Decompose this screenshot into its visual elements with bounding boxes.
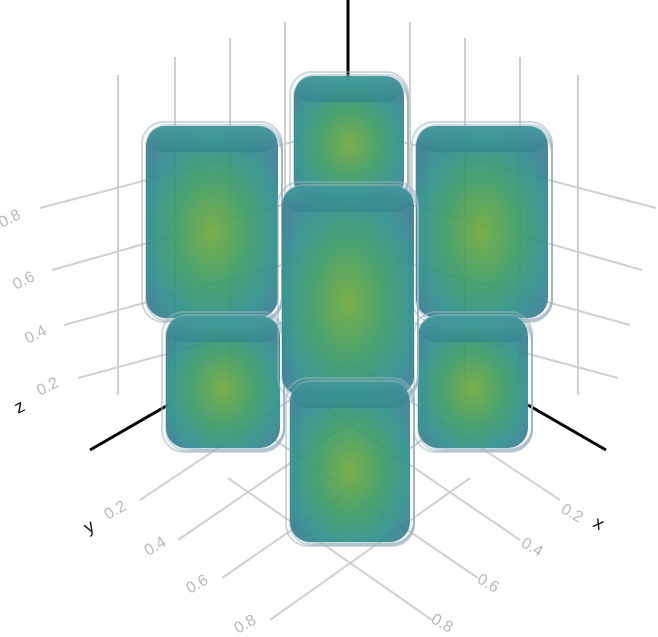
x-tick-label: 0.8 xyxy=(428,611,456,637)
x-tick-label: 0.6 xyxy=(474,571,502,597)
grid-line xyxy=(227,477,433,621)
volume-block xyxy=(289,71,409,205)
z-tick-label: 0.6 xyxy=(10,268,38,293)
y-tick-label: 0.6 xyxy=(184,572,212,598)
volume-block xyxy=(277,181,419,401)
y-tick-label: 0.2 xyxy=(102,498,130,524)
x-tick-label: 0.2 xyxy=(558,501,586,527)
y-tick-label: 0.4 xyxy=(142,534,170,560)
y-tick-label: 0.8 xyxy=(232,612,260,637)
grid-line xyxy=(269,477,471,621)
x-axis-line xyxy=(527,403,607,452)
z-axis-title: z xyxy=(11,396,28,418)
y-axis-title: y xyxy=(80,516,98,538)
volume-block xyxy=(161,311,285,453)
z-tick-label: 0.2 xyxy=(34,374,62,399)
z-tick-label: 0.8 xyxy=(0,206,24,231)
x-tick-label: 0.4 xyxy=(518,535,546,561)
x-axis-title: x xyxy=(590,512,608,534)
volume-block xyxy=(141,121,283,323)
volume-block xyxy=(285,377,415,547)
axis-lines xyxy=(89,0,607,452)
z-tick-label: 0.4 xyxy=(22,322,50,347)
volume-block xyxy=(413,311,533,453)
y-axis-line xyxy=(89,403,169,452)
volume-blocks xyxy=(141,71,553,547)
volume-block xyxy=(411,121,553,323)
